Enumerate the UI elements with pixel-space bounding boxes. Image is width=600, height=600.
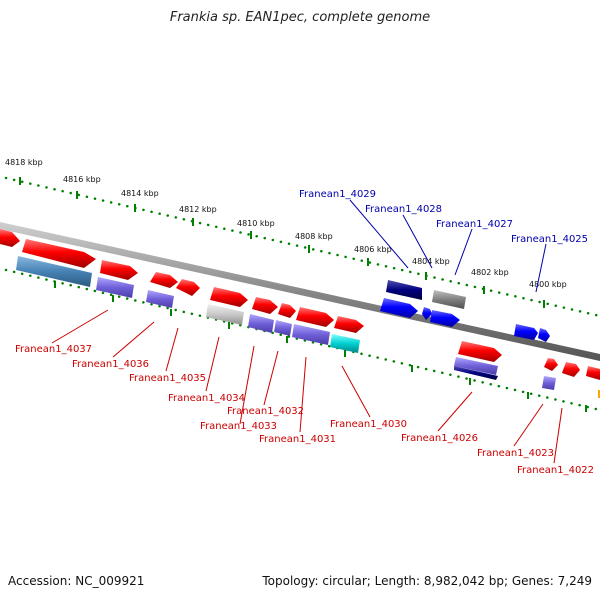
gene-label-4030[interactable]: Franean1_4030 xyxy=(330,419,407,430)
scale-label-4802: 4802 kbp xyxy=(471,268,509,277)
gene-label-4026[interactable]: Franean1_4026 xyxy=(401,433,478,444)
scale-label-4812: 4812 kbp xyxy=(179,205,217,214)
gene-arrow[interactable] xyxy=(0,229,20,247)
upper-gene-labels: Franean1_4029 Franean1_4028 Franean1_402… xyxy=(299,189,588,245)
gene-arrow[interactable] xyxy=(380,298,418,318)
gene-label-4033[interactable]: Franean1_4033 xyxy=(200,421,277,432)
scale-label-4804: 4804 kbp xyxy=(412,257,450,266)
gene-arrow[interactable] xyxy=(430,310,460,327)
gene-label-4034[interactable]: Franean1_4034 xyxy=(168,393,245,404)
gene-arrow[interactable] xyxy=(150,272,178,288)
gene-arrow[interactable] xyxy=(176,279,200,296)
gene-arrow[interactable] xyxy=(386,280,422,300)
scale-label-4816: 4816 kbp xyxy=(63,175,101,184)
gene-label-4035[interactable]: Franean1_4035 xyxy=(129,373,206,384)
scale-label-4814: 4814 kbp xyxy=(121,189,159,198)
genome-backbone xyxy=(0,222,600,361)
gene-arrow[interactable] xyxy=(586,366,600,380)
lower-leader-lines xyxy=(51,309,563,464)
gene-arrow[interactable] xyxy=(454,366,498,380)
gene-arrow[interactable] xyxy=(432,290,466,309)
scale-label-4808: 4808 kbp xyxy=(295,232,333,241)
gene-label-4025[interactable]: Franean1_4025 xyxy=(511,234,588,245)
gene-label-4037[interactable]: Franean1_4037 xyxy=(15,344,92,355)
lower-gene-labels: Franean1_4037 Franean1_4036 Franean1_403… xyxy=(15,344,594,476)
gene-label-4023[interactable]: Franean1_4023 xyxy=(477,448,554,459)
gene-arrow[interactable] xyxy=(274,320,292,336)
gene-arrow[interactable] xyxy=(542,376,556,390)
upper-leader-lines xyxy=(349,199,547,293)
accession-text: Accession: NC_009921 xyxy=(8,574,145,588)
gene-arrow[interactable] xyxy=(454,357,498,375)
gene-label-4022[interactable]: Franean1_4022 xyxy=(517,465,594,476)
gene-arrow[interactable] xyxy=(458,341,502,362)
genome-summary-text: Topology: circular; Length: 8,982,042 bp… xyxy=(262,574,592,588)
gene-arrow[interactable] xyxy=(16,256,92,287)
upper-scale-ticks xyxy=(19,177,545,308)
gene-arrow[interactable] xyxy=(206,304,244,325)
gene-label-4027[interactable]: Franean1_4027 xyxy=(436,219,513,230)
scale-label-4818: 4818 kbp xyxy=(5,158,43,167)
gene-label-4029[interactable]: Franean1_4029 xyxy=(299,189,376,200)
gene-arrow[interactable] xyxy=(278,303,296,318)
gene-label-4028[interactable]: Franean1_4028 xyxy=(365,204,442,215)
gene-arrow[interactable] xyxy=(330,334,360,353)
gene-label-4036[interactable]: Franean1_4036 xyxy=(72,359,149,370)
gene-label-4031[interactable]: Franean1_4031 xyxy=(259,434,336,445)
gene-arrow[interactable] xyxy=(100,260,138,280)
scale-label-4800: 4800 kbp xyxy=(529,280,567,289)
upper-genes xyxy=(0,229,550,342)
lower-genes xyxy=(16,256,600,398)
genome-title: Frankia sp. EAN1pec, complete genome xyxy=(169,10,431,25)
lower-scale-ticks xyxy=(54,281,587,412)
scale-label-4810: 4810 kbp xyxy=(237,219,275,228)
gene-arrow[interactable] xyxy=(514,324,538,340)
gene-arrow[interactable] xyxy=(422,307,432,320)
scale-labels: 4818 kbp 4816 kbp 4814 kbp 4812 kbp 4810… xyxy=(5,158,567,289)
gene-arrow[interactable] xyxy=(210,287,248,307)
gene-arrow[interactable] xyxy=(146,290,174,308)
gene-arrow[interactable] xyxy=(538,328,550,342)
gene-arrow[interactable] xyxy=(96,277,134,298)
gene-arrow[interactable] xyxy=(562,362,580,377)
gene-arrow[interactable] xyxy=(252,297,278,314)
gene-arrow[interactable] xyxy=(292,324,330,345)
gene-arrow[interactable] xyxy=(544,358,558,371)
gene-arrow[interactable] xyxy=(248,314,274,333)
gene-label-4032[interactable]: Franean1_4032 xyxy=(227,406,304,417)
scale-label-4806: 4806 kbp xyxy=(354,245,392,254)
gene-arrow[interactable] xyxy=(22,239,96,268)
gene-arrow[interactable] xyxy=(296,307,334,327)
gene-arrow[interactable] xyxy=(334,316,364,333)
